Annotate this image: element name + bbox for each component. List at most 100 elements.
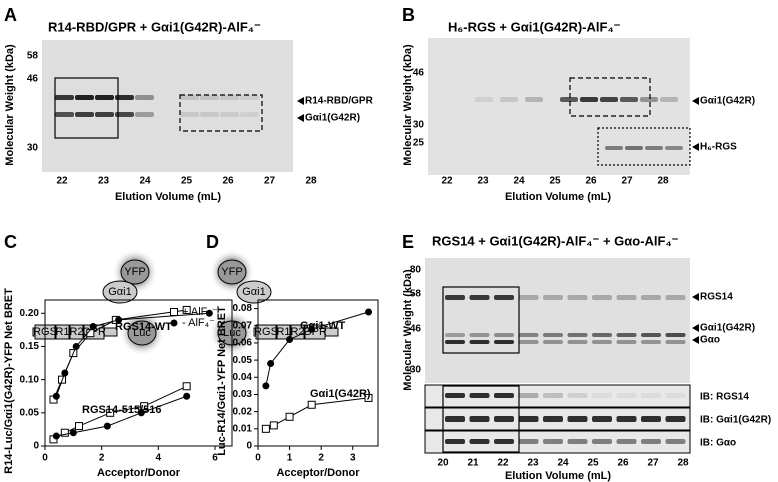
arrowhead xyxy=(692,97,699,105)
data-point xyxy=(89,323,97,331)
y-axis-title: Molecular Weight (kDa) xyxy=(402,44,414,166)
gel-band xyxy=(95,112,114,117)
series-line xyxy=(55,312,210,397)
data-point xyxy=(140,402,149,411)
annotation: Gαi1(G42R) xyxy=(310,388,371,400)
blot-label: IB: Gαi1(G42R) xyxy=(700,415,771,426)
y-tick-label: 0.08 xyxy=(233,303,253,314)
gel-band xyxy=(445,333,465,337)
x-tick-label: 6 xyxy=(212,453,218,464)
protein-label: Luc xyxy=(133,327,151,339)
gel-band xyxy=(525,97,543,102)
protein-label: YFP xyxy=(221,266,242,278)
gel-band xyxy=(543,295,563,300)
lane-label: 22 xyxy=(441,176,453,187)
y-tick-label: 0.06 xyxy=(233,338,253,349)
protein xyxy=(236,280,272,304)
domain xyxy=(276,324,291,340)
gel-band xyxy=(135,95,154,100)
lane-label: 28 xyxy=(657,176,669,187)
domain-label: RGS xyxy=(254,326,278,338)
domain xyxy=(255,324,277,340)
gel-band xyxy=(55,112,74,117)
protein xyxy=(127,320,157,346)
band-label: Gαi1(G42R) xyxy=(700,323,755,334)
y-tick-label: 0 xyxy=(246,441,252,452)
gel-band xyxy=(592,393,612,398)
band-label: RGS14 xyxy=(700,292,733,303)
gel-band xyxy=(592,340,612,344)
data-point xyxy=(103,422,111,430)
data-point xyxy=(106,408,115,417)
lane-label: 26 xyxy=(585,176,597,187)
arrowhead xyxy=(692,293,699,301)
gel-band xyxy=(641,340,661,344)
data-point xyxy=(72,342,80,350)
annotation: Gαi1-WT xyxy=(300,320,346,332)
data-point xyxy=(61,369,69,377)
panel-letter: C xyxy=(4,232,17,252)
gel-band xyxy=(580,97,598,102)
gel-band xyxy=(616,416,637,422)
gel-band xyxy=(494,295,514,300)
data-point xyxy=(69,429,77,437)
lane-label: 23 xyxy=(98,176,110,187)
gel-band xyxy=(567,439,588,444)
data-point xyxy=(115,316,123,324)
panel-letter: A xyxy=(4,5,17,25)
gel-band xyxy=(543,393,563,398)
plot-frame xyxy=(257,299,379,447)
gel-band xyxy=(518,340,539,344)
gel-band xyxy=(605,146,623,150)
gel-a xyxy=(42,40,293,172)
mw-label: 30 xyxy=(410,365,422,376)
box xyxy=(442,385,520,453)
band-label: R14-RBD/GPR xyxy=(305,96,374,107)
y-axis-title: R14-Luc/Gαi1(G42R)-YFP Net BRET xyxy=(3,288,15,474)
gel-band xyxy=(469,416,490,422)
data-point xyxy=(205,309,213,317)
x-tick-label: 3 xyxy=(350,453,356,464)
lane-label: 26 xyxy=(617,458,629,469)
panel-title: H₆-RGS + Gαi1(G42R)-AlF₄⁻ xyxy=(448,19,621,34)
gel-band xyxy=(592,439,612,444)
lane-label: 23 xyxy=(477,176,489,187)
band-label: Gαi1(G42R) xyxy=(305,113,360,124)
gel-band xyxy=(445,393,465,398)
gel-band xyxy=(220,95,239,100)
gel-band xyxy=(200,112,219,117)
mw-label: 25 xyxy=(413,138,425,149)
y-tick-label: 0.03 xyxy=(233,389,253,400)
lane-label: 24 xyxy=(139,176,151,187)
gel-band xyxy=(494,393,514,398)
gel-band xyxy=(180,112,199,117)
gel-band xyxy=(665,439,686,444)
lane-label: 22 xyxy=(497,458,509,469)
y-tick-label: 0 xyxy=(33,441,39,452)
lane-label: 25 xyxy=(587,458,599,469)
y-tick-label: 0.05 xyxy=(20,407,40,418)
gel-band xyxy=(518,393,539,398)
x-tick-label: 4 xyxy=(156,453,162,464)
panel-letter: E xyxy=(402,232,414,252)
x-tick-label: 2 xyxy=(99,453,105,464)
data-point xyxy=(182,305,191,314)
y-tick-label: 0.15 xyxy=(20,341,40,352)
domain xyxy=(55,324,70,340)
gel-band xyxy=(616,439,637,444)
domain-label: R2 xyxy=(290,326,304,338)
gel-band xyxy=(500,97,518,102)
annotation: RGS14-WT xyxy=(115,321,172,333)
gel-band xyxy=(445,295,465,300)
domain-label: R1 xyxy=(55,326,69,338)
domain xyxy=(290,324,305,340)
band-label: H₆-RGS xyxy=(700,142,737,153)
gel-band xyxy=(240,112,259,117)
data-point xyxy=(307,400,316,409)
box xyxy=(179,94,263,132)
gel-band xyxy=(640,97,658,102)
protein xyxy=(217,259,247,285)
gel-band xyxy=(518,333,539,337)
gel-band xyxy=(645,146,663,150)
